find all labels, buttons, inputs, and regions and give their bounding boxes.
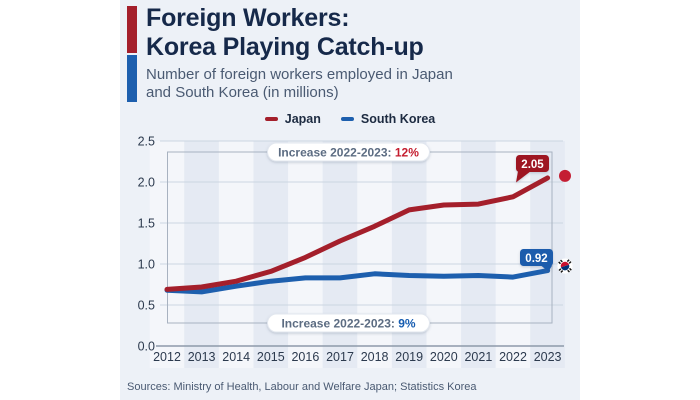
svg-text:0.92: 0.92 <box>525 253 547 265</box>
y-tick-label: 0.0 <box>138 340 155 354</box>
legend-label-south-korea: South Korea <box>360 112 436 126</box>
legend-item-south-korea: South Korea <box>340 112 436 126</box>
japan-legend-swatch-icon <box>264 116 278 122</box>
x-tick-label: 2018 <box>361 350 389 364</box>
x-tick-label: 2014 <box>222 350 250 364</box>
y-tick-label: 0.5 <box>138 299 155 313</box>
south-korea-legend-swatch-icon <box>340 116 354 122</box>
legend-item-japan: Japan <box>264 112 321 126</box>
x-tick-label: 2020 <box>430 350 458 364</box>
svg-text:2.05: 2.05 <box>521 159 544 171</box>
year-stripe <box>253 141 289 368</box>
year-stripe <box>288 141 323 368</box>
year-stripe <box>426 141 462 368</box>
svg-text:Increase 2022-2023: 12%: Increase 2022-2023: 12% <box>278 145 419 159</box>
accent-bar-blue <box>127 55 137 102</box>
title-line-1: Foreign Workers: <box>146 4 350 32</box>
japan-line <box>164 175 551 292</box>
south-korea-flag-icon <box>557 258 573 274</box>
chart-subtitle: Number of foreign workers employed in Ja… <box>146 66 453 101</box>
legend-label-japan: Japan <box>284 112 321 126</box>
title-line-2: Korea Playing Catch-up <box>146 33 424 61</box>
y-tick-label: 1.5 <box>138 217 155 231</box>
japan-flag-icon <box>559 169 571 182</box>
year-stripe <box>322 141 358 368</box>
page-title: Foreign Workers: Korea Playing Catch-up <box>146 4 424 62</box>
flag-accent-bar <box>127 6 137 102</box>
annotation-pill-top: Increase 2022-2023: 12% <box>267 142 430 162</box>
line-chart: 0.0 0.5 1.0 1.5 2.0 2.5 2012 2013 2014 2015 2016 20… <box>138 135 573 368</box>
south-korea-value-label: 0.92 <box>520 249 553 272</box>
year-stripe <box>218 141 254 368</box>
subtitle-line-1: Number of foreign workers employed in Ja… <box>146 66 453 83</box>
y-tick-label: 2.0 <box>138 176 155 190</box>
south-korea-line <box>164 268 551 295</box>
y-tick-label: 1.0 <box>138 258 155 272</box>
sources-note: Sources: Ministry of Health, Labour and … <box>127 381 477 393</box>
year-stripe <box>461 141 496 368</box>
x-tick-label: 2012 <box>153 350 181 364</box>
japan-value-label: 2.05 <box>516 155 549 183</box>
x-tick-label: 2021 <box>464 350 492 364</box>
year-stripe <box>357 141 392 368</box>
x-tick-label: 2017 <box>326 350 354 364</box>
year-stripe <box>391 141 427 368</box>
accent-bar-red <box>127 6 137 53</box>
x-tick-label: 2016 <box>291 350 319 364</box>
x-tick-label: 2023 <box>534 350 562 364</box>
x-tick-label: 2013 <box>188 350 216 364</box>
infographic-card: Foreign Workers: Korea Playing Catch-up … <box>120 0 580 400</box>
svg-text:Increase 2022-2023: 9%: Increase 2022-2023: 9% <box>281 316 415 330</box>
annotation-pill-bottom: Increase 2022-2023: 9% <box>267 313 430 333</box>
legend: Japan South Korea <box>120 112 580 126</box>
x-tick-label: 2019 <box>395 350 423 364</box>
year-stripe <box>184 141 219 368</box>
x-tick-label: 2015 <box>257 350 285 364</box>
y-tick-label: 2.5 <box>138 135 155 149</box>
x-tick-label: 2022 <box>499 350 527 364</box>
subtitle-line-2: and South Korea (in millions) <box>146 83 339 101</box>
